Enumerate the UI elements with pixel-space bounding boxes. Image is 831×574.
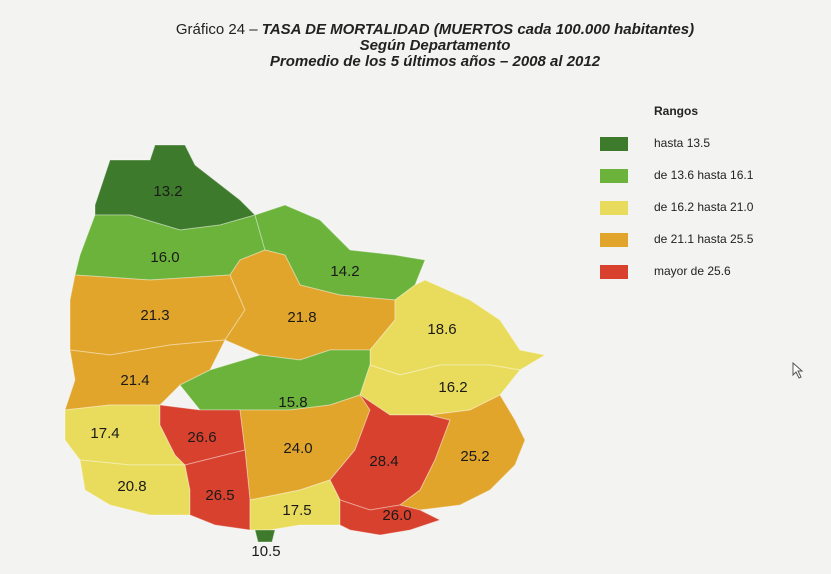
title-prefix: Gráfico 24 – [176, 21, 258, 38]
department-value: 26.5 [205, 487, 234, 504]
department-value: 17.4 [90, 425, 119, 442]
department [398, 394, 526, 511]
department [339, 499, 442, 536]
title-line-1: Gráfico 24 – TASA DE MORTALIDAD (MUERTOS… [176, 21, 694, 38]
department [184, 449, 251, 531]
title-line-3: Promedio de los 5 últimos años – 2008 al… [270, 53, 601, 70]
department-value: 24.0 [283, 440, 312, 457]
legend: hasta 13.5 de 13.6 hasta 16.1 de 16.2 hast… [600, 136, 754, 279]
legend-label: mayor de 25.6 [654, 264, 731, 278]
legend-swatch [600, 169, 628, 183]
department-value: 18.6 [427, 321, 456, 338]
legend-label: de 16.2 hasta 21.0 [654, 200, 754, 214]
department-value: 13.2 [153, 183, 182, 200]
department-value: 14.2 [330, 263, 359, 280]
department-value: 26.6 [187, 429, 216, 446]
department-value: 17.5 [282, 502, 311, 519]
department-value: 16.2 [438, 379, 467, 396]
title-main: TASA DE MORTALIDAD (MUERTOS cada 100.000… [262, 21, 694, 38]
department-value: 16.0 [150, 249, 179, 266]
title-line-2: Según Departamento [360, 37, 511, 54]
department-value: 10.5 [251, 543, 280, 560]
department-value: 21.4 [120, 372, 149, 389]
department-value: 15.8 [278, 394, 307, 411]
department [254, 529, 276, 543]
legend-swatch [600, 233, 628, 247]
map: 13.2 16.0 14.2 21.3 21.8 18.6 21.4 15.8 16.2 17.4… [64, 144, 547, 560]
legend-label: de 13.6 hasta 16.1 [654, 168, 754, 182]
department-value: 21.3 [140, 307, 169, 324]
department-value: 20.8 [117, 478, 146, 495]
department-value: 21.8 [287, 309, 316, 326]
legend-label: hasta 13.5 [654, 136, 710, 150]
legend-swatch [600, 201, 628, 215]
department-value: 28.4 [369, 453, 398, 470]
legend-label: de 21.1 hasta 25.5 [654, 232, 754, 246]
department-value: 26.0 [382, 507, 411, 524]
department-value: 25.2 [460, 448, 489, 465]
legend-swatch [600, 265, 628, 279]
legend-swatch [600, 137, 628, 151]
cursor [792, 361, 804, 379]
legend-title: Rangos [654, 104, 698, 118]
